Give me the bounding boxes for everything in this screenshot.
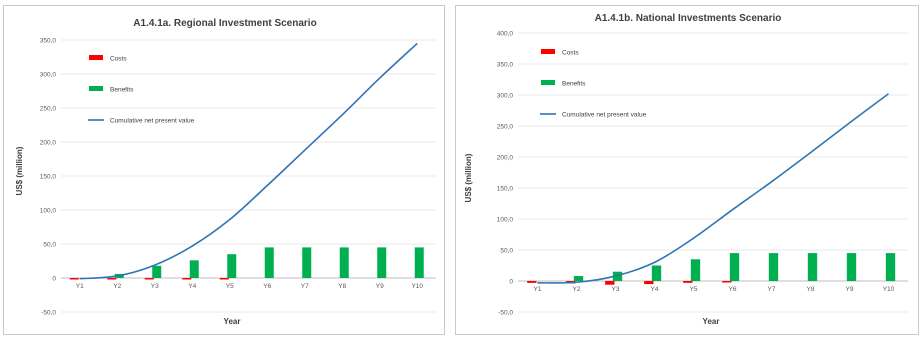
legend-swatch <box>89 86 103 91</box>
bar-benefits <box>690 259 701 281</box>
line-cumulative-npv <box>79 42 418 280</box>
chart-svg-regional: A1.4.1a. Regional Investment Scenario Ye… <box>15 18 436 326</box>
legend-swatch <box>89 55 103 60</box>
y-axis-label: US$ (million) <box>15 146 24 195</box>
bar-costs <box>722 281 732 283</box>
x-tick-label: Y8 <box>807 286 815 293</box>
bar-costs <box>219 278 229 280</box>
y-tick-label: 100,0 <box>40 208 57 215</box>
y-tick-label: 150,0 <box>40 174 57 181</box>
y-tick-label: -50,0 <box>498 310 513 317</box>
y-tick-label: 50,0 <box>500 248 513 255</box>
bar-benefits <box>189 260 199 278</box>
x-tick-label: Y3 <box>151 283 159 290</box>
bar-costs <box>644 281 654 285</box>
y-tick-label: -50,0 <box>41 310 56 317</box>
y-tick-label: 250,0 <box>40 106 57 113</box>
x-tick-label: Y10 <box>411 283 423 290</box>
legend-label: Cumulative net present value <box>110 118 195 125</box>
bar-benefits <box>768 253 779 281</box>
bar-benefits <box>377 247 387 278</box>
bar-benefits <box>885 253 896 281</box>
legend-label: Benefits <box>562 81 586 88</box>
bar-costs <box>107 278 117 280</box>
legend-swatch <box>541 49 555 54</box>
legend-label: Cumulative net present value <box>562 112 647 119</box>
x-tick-label: Y9 <box>376 283 384 290</box>
bar-costs <box>605 281 615 285</box>
y-tick-label: 300,0 <box>497 93 514 100</box>
y-tick-label: 150,0 <box>497 186 514 193</box>
x-tick-label: Y5 <box>690 286 698 293</box>
x-tick-label: Y1 <box>534 286 542 293</box>
chart-panel-national: A1.4.1b. National Investments Scenario Y… <box>455 5 919 335</box>
y-tick-label: 400,0 <box>497 31 514 38</box>
x-tick-label: Y4 <box>651 286 659 293</box>
legend: Costs Benefits Cumulative net present valu… <box>540 49 647 119</box>
chart-panel-regional: A1.4.1a. Regional Investment Scenario Ye… <box>3 5 445 335</box>
bar-costs <box>69 278 79 280</box>
y-tick-label: 250,0 <box>497 124 514 131</box>
bar-benefits <box>339 247 349 278</box>
x-tick-label: Y2 <box>573 286 581 293</box>
bar-benefits <box>152 265 162 278</box>
bar-costs <box>144 278 154 280</box>
x-tick-label: Y2 <box>113 283 121 290</box>
legend-label: Costs <box>110 56 127 63</box>
y-tick-label: 300,0 <box>40 72 57 79</box>
bar-benefits <box>651 265 662 281</box>
bar-benefits <box>414 247 424 278</box>
y-tick-label: 50,0 <box>43 242 56 249</box>
legend-swatch <box>541 80 555 85</box>
bar-benefits <box>227 254 237 278</box>
bar-benefits <box>302 247 312 278</box>
x-tick-label: Y10 <box>883 286 895 293</box>
chart-title: A1.4.1b. National Investments Scenario <box>595 13 782 24</box>
x-tick-label: Y6 <box>729 286 737 293</box>
y-tick-label: 0 <box>52 276 56 283</box>
legend-label: Costs <box>562 50 579 57</box>
bar-benefits <box>729 253 740 281</box>
x-tick-label: Y6 <box>263 283 271 290</box>
legend: Costs Benefits Cumulative net present valu… <box>88 55 195 125</box>
x-tick-label: Y8 <box>338 283 346 290</box>
x-axis-label: Year <box>703 317 720 326</box>
line-cumulative-npv <box>537 93 889 284</box>
y-axis-label: US$ (million) <box>464 153 473 202</box>
x-tick-label: Y9 <box>846 286 854 293</box>
bar-costs <box>527 281 537 283</box>
bar-benefits <box>264 247 274 278</box>
y-tick-label: 350,0 <box>40 38 57 45</box>
bar-benefits <box>846 253 857 281</box>
bar-benefits <box>573 276 584 281</box>
x-tick-label: Y4 <box>188 283 196 290</box>
y-tick-label: 0 <box>509 279 513 286</box>
x-tick-label: Y7 <box>301 283 309 290</box>
x-tick-label: Y1 <box>76 283 84 290</box>
x-tick-label: Y3 <box>612 286 620 293</box>
y-tick-label: 100,0 <box>497 217 514 224</box>
x-tick-label: Y7 <box>768 286 776 293</box>
y-tick-label: 200,0 <box>497 155 514 162</box>
bar-costs <box>182 278 192 280</box>
bar-benefits <box>807 253 818 281</box>
chart-svg-national: A1.4.1b. National Investments Scenario Y… <box>464 13 908 326</box>
bar-costs <box>683 281 693 283</box>
x-tick-label: Y5 <box>226 283 234 290</box>
y-tick-label: 200,0 <box>40 140 57 147</box>
y-tick-label: 350,0 <box>497 62 514 69</box>
chart-title: A1.4.1a. Regional Investment Scenario <box>133 18 316 29</box>
legend-label: Benefits <box>110 87 134 94</box>
x-axis-label: Year <box>224 317 241 326</box>
